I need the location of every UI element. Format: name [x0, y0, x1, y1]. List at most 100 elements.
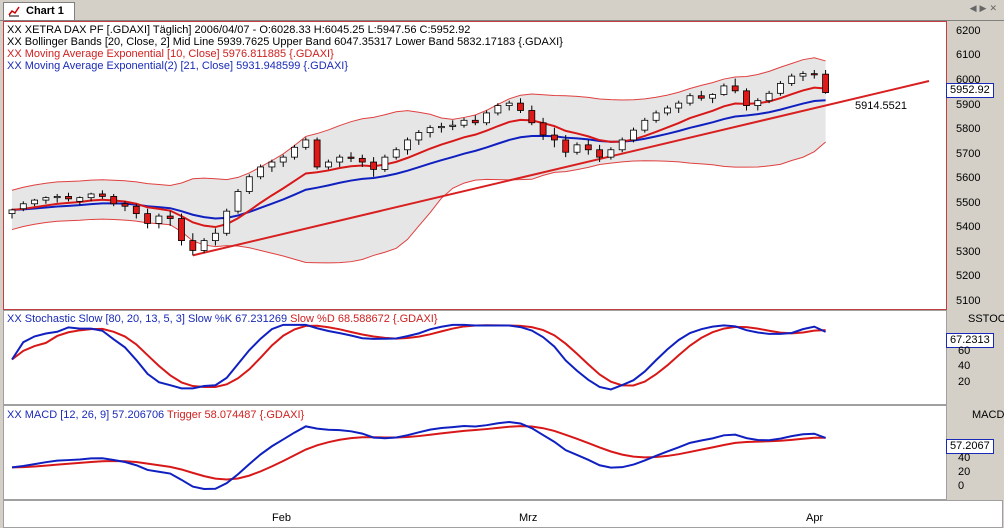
candle-body: [494, 105, 502, 114]
bollinger-upper-line: [11, 57, 826, 191]
candle: [65, 192, 72, 202]
macd-value-box: 57.2067: [946, 439, 994, 454]
candle-body: [121, 203, 129, 207]
candle-body: [245, 176, 253, 192]
candle: [743, 88, 750, 111]
stoch-d-label: Slow %D 68.588672 {.GDAXI}: [290, 313, 438, 325]
candle-body: [471, 119, 479, 124]
candle-body: [505, 102, 513, 106]
chart-icon: [8, 6, 20, 17]
ema21-label: Moving Average Exponential(2) [21, Close…: [24, 60, 349, 72]
candle: [709, 93, 716, 104]
candle-body: [178, 218, 185, 242]
candle-body: [234, 191, 242, 212]
price-chart[interactable]: [4, 22, 944, 307]
candle-body: [618, 139, 626, 151]
candle-body: [211, 232, 219, 242]
candle-body: [347, 156, 355, 159]
trendline-value: 5914.5521: [855, 100, 907, 112]
candle: [200, 238, 208, 253]
candle: [449, 120, 457, 131]
candle: [765, 90, 773, 104]
candle: [799, 71, 807, 82]
price-title: XETRA DAX PF [.GDAXI] Täglich] 2006/04/0…: [24, 24, 471, 36]
stoch-y-tick: 40: [958, 360, 971, 373]
candle: [313, 137, 321, 170]
candle: [539, 117, 547, 140]
price-y-tick: 5800: [956, 123, 981, 136]
price-legend: XX XETRA DAX PF [.GDAXI] Täglich] 2006/0…: [7, 24, 563, 72]
candle: [223, 208, 231, 236]
candle: [392, 147, 400, 160]
candle-body: [279, 156, 287, 163]
candle-body: [573, 144, 581, 153]
tab-scroll-arrows[interactable]: ◀▶✕: [969, 3, 1000, 13]
macd-trigger-line: [11, 425, 826, 481]
candle-body: [822, 73, 829, 93]
candle-body: [664, 107, 671, 114]
candle-body: [200, 240, 208, 251]
x-tick-mrz: Mrz: [519, 512, 538, 524]
candle-body: [551, 134, 558, 141]
stoch-value-box: 67.2313: [946, 333, 994, 348]
price-y-tick: 5400: [956, 221, 981, 234]
candle: [189, 233, 197, 256]
candle: [517, 98, 524, 113]
candle-body: [336, 156, 344, 163]
candle-body: [381, 156, 389, 170]
macd-name: MACD: [972, 409, 1004, 421]
candle: [324, 159, 332, 170]
candle: [302, 137, 310, 150]
macd-chart[interactable]: [4, 406, 944, 497]
candle-body: [777, 83, 784, 94]
candle: [630, 127, 637, 143]
candle: [31, 198, 39, 207]
candle-body: [392, 149, 400, 158]
candle: [584, 139, 592, 155]
tab-chart-1[interactable]: Chart 1: [3, 2, 75, 20]
bollinger-label: Bollinger Bands [20, Close, 2] Mid Line …: [24, 36, 563, 48]
candle: [336, 154, 344, 167]
ema10-label: Moving Average Exponential [10, Close] 5…: [24, 48, 334, 60]
candle-body: [31, 199, 39, 205]
candle-body: [788, 75, 796, 84]
stoch-chart[interactable]: [4, 311, 944, 402]
candle-body: [517, 102, 524, 111]
candle-body: [799, 73, 807, 77]
candle: [596, 144, 603, 163]
candle: [528, 105, 536, 126]
candle-body: [324, 161, 332, 168]
macd-y-tick: 40: [958, 452, 971, 464]
candle: [132, 203, 140, 219]
candle-body: [8, 209, 16, 215]
candle-body: [99, 193, 106, 197]
candle-body: [460, 119, 468, 126]
last-price-box: 5952.92: [946, 83, 994, 98]
candle: [505, 100, 513, 111]
candle: [754, 98, 762, 111]
price-y-tick: 5600: [956, 172, 981, 185]
macd-pane[interactable]: [3, 405, 947, 500]
candle-body: [302, 139, 310, 148]
candle: [76, 196, 84, 206]
candle: [268, 159, 276, 172]
candle-body: [709, 94, 716, 99]
stoch-legend: XX Stochastic Slow [80, 20, 13, 5, 3] Sl…: [7, 313, 438, 325]
candle: [166, 211, 174, 226]
candle-body: [731, 85, 739, 92]
candle-body: [144, 213, 152, 224]
candle: [370, 157, 378, 177]
tab-bar: Chart 1 ◀▶✕: [0, 0, 1004, 21]
candle: [234, 189, 242, 214]
candle: [347, 152, 355, 163]
candle-body: [415, 132, 423, 141]
candle-body: [437, 126, 445, 129]
candle-body: [641, 119, 649, 131]
macd-y-tick: 0: [958, 480, 965, 492]
candle: [607, 147, 615, 160]
macd-trigger-label: Trigger 58.074487 {.GDAXI}: [167, 409, 305, 421]
macd-line: [11, 420, 826, 491]
candle-body: [76, 197, 84, 202]
candle: [99, 190, 106, 199]
candle-body: [166, 215, 174, 219]
